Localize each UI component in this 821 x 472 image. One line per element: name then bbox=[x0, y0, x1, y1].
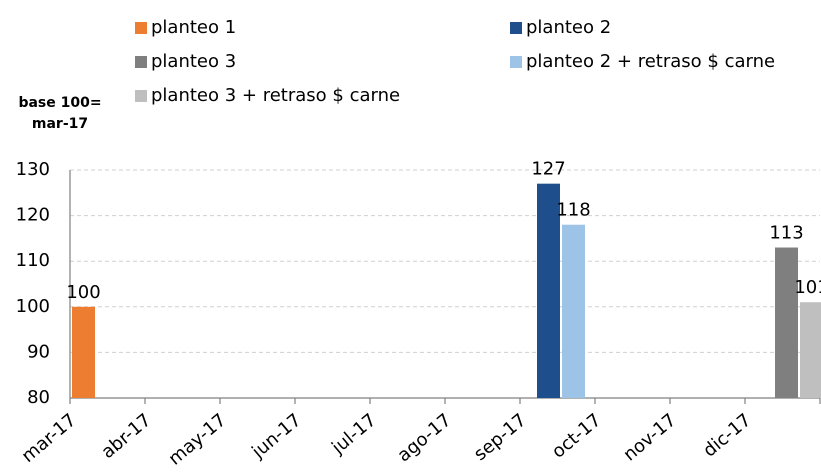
bar bbox=[562, 224, 585, 398]
legend-swatch bbox=[135, 56, 147, 68]
x-tick-label: ago-17 bbox=[394, 410, 456, 467]
y-tick-label: 90 bbox=[27, 341, 50, 362]
legend-label: planteo 3 bbox=[151, 51, 236, 72]
data-label: 127 bbox=[531, 159, 565, 180]
bar bbox=[537, 183, 560, 398]
annotation: base 100= bbox=[18, 95, 101, 111]
x-tick-label: nov-17 bbox=[619, 410, 680, 466]
legend-swatch bbox=[510, 22, 522, 34]
x-tick-label: mar-17 bbox=[18, 410, 81, 467]
x-tick-label: dic-17 bbox=[699, 410, 755, 462]
legend-label: planteo 1 bbox=[151, 17, 236, 38]
data-label: 101 bbox=[794, 277, 821, 298]
bar bbox=[72, 306, 95, 398]
x-tick-label: may-17 bbox=[165, 410, 231, 470]
x-tick-label: jul-17 bbox=[327, 410, 380, 459]
bar bbox=[775, 247, 798, 398]
y-tick-label: 80 bbox=[27, 387, 50, 408]
annotation: mar-17 bbox=[32, 116, 88, 132]
data-label: 118 bbox=[556, 200, 590, 221]
y-tick-label: 120 bbox=[16, 205, 50, 226]
data-label: 100 bbox=[66, 282, 100, 303]
x-tick-label: abr-17 bbox=[97, 410, 155, 463]
x-tick-label: sep-17 bbox=[470, 410, 530, 465]
y-tick-label: 130 bbox=[16, 159, 50, 180]
legend-label: planteo 3 + retraso $ carne bbox=[151, 85, 400, 106]
legend-label: planteo 2 bbox=[526, 17, 611, 38]
x-tick-label: jun-17 bbox=[247, 410, 305, 464]
data-label: 113 bbox=[769, 223, 803, 244]
x-tick-label: oct-17 bbox=[548, 410, 605, 463]
bar bbox=[800, 302, 821, 398]
y-tick-label: 100 bbox=[16, 296, 50, 317]
legend-label: planteo 2 + retraso $ carne bbox=[526, 51, 775, 72]
legend-swatch bbox=[135, 22, 147, 34]
legend-swatch bbox=[135, 90, 147, 102]
legend-swatch bbox=[510, 56, 522, 68]
y-tick-label: 110 bbox=[16, 250, 50, 271]
